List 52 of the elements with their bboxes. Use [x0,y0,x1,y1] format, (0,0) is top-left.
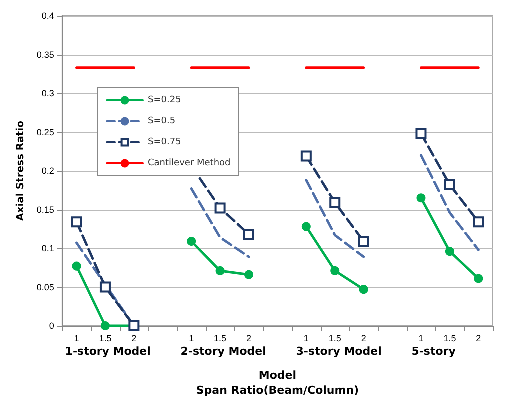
y-tick-label: 0.1 [42,244,54,254]
point [416,194,426,203]
point [244,270,254,280]
x-axis-title: Model Span Ratio(Beam/Column) [196,369,360,397]
text: 1-story Model [65,345,151,358]
point [214,202,226,214]
legend-label: S=0.5 [148,116,176,126]
y-tick-label: 0.35 [36,50,54,60]
text: 3-story Model [296,345,382,358]
point [474,274,484,284]
text: 5-story [412,345,456,358]
y-tick-label: 0.25 [36,127,54,138]
point [358,236,370,248]
point [330,197,341,208]
y-tick-label: 0.05 [36,282,54,292]
x-tick-label: 2 [476,334,482,344]
point [100,322,110,330]
point [216,266,225,276]
x-tick-label: 1 [74,334,80,344]
point [244,229,255,240]
y-tick-label: 0.3 [42,88,54,98]
point [444,179,456,190]
x-tick-label: 1.5 [99,334,112,344]
point [187,237,196,246]
point [100,282,111,293]
point [416,128,427,140]
x-tick-label: 2 [132,334,137,344]
point [300,150,312,162]
x-tick-label: 1 [418,334,424,344]
y-tick-label: 0.4 [42,11,54,21]
x-tick-label: 1.5 [214,334,227,344]
text: 2-story Model [180,345,266,358]
point [302,222,311,232]
x-tick-label: 1.5 [444,334,456,344]
point [72,262,82,271]
legend-label: S=0.75 [148,138,182,148]
y-tick-label: 0.2 [42,166,54,176]
legend-label: Cantilever Method [148,158,231,168]
point [473,216,484,228]
y-tick-label: 0 [49,321,54,331]
point [71,216,82,228]
x-tick-label: 2 [361,334,366,344]
point [445,247,454,256]
y-axis-title: Axial Stress Ratio [16,120,26,221]
y-tick-label: 0.15 [36,204,54,215]
x-tick-label: 2 [246,334,252,344]
x-tick-label: 1 [304,334,309,344]
point [330,266,340,276]
x-tick-label: 1 [189,334,194,344]
x-tick-label: 1.5 [328,334,342,344]
point [359,285,368,294]
legend-label: S=0.25 [148,96,182,106]
